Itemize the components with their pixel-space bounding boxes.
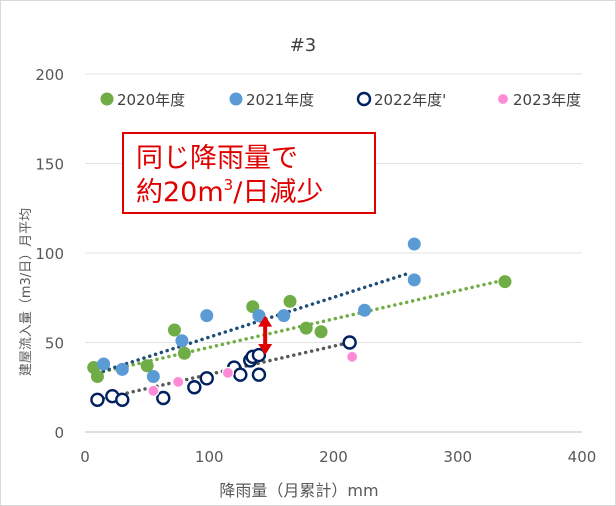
legend: 2020年度 2021年度 2022年度' 2023年度: [100, 91, 581, 109]
data-point: [251, 367, 267, 382]
x-tick-label: 300: [443, 448, 472, 466]
gridlines: [85, 73, 582, 433]
legend-marker: [100, 92, 114, 106]
data-point: [342, 335, 357, 350]
data-point: [115, 392, 130, 407]
data-point: [251, 347, 267, 363]
y-tick-label: 200: [35, 66, 64, 84]
x-tick-label: 0: [80, 448, 90, 466]
data-point: [283, 294, 297, 308]
data-point: [90, 392, 105, 407]
data-points: [87, 237, 512, 407]
data-point: [175, 334, 189, 348]
legend-marker: [356, 91, 372, 107]
legend-marker: [496, 92, 510, 106]
data-point: [407, 273, 421, 287]
data-point: [177, 346, 191, 360]
data-point: [140, 359, 154, 373]
data-point: [147, 384, 160, 397]
x-tick-label: 200: [319, 448, 348, 466]
data-point: [200, 309, 214, 323]
y-tick-label: 150: [35, 156, 64, 174]
x-axis-label: 降雨量（月累計）mm: [219, 481, 378, 500]
annotation-callout: 同じ降雨量で 約20m3/日減少: [122, 132, 376, 214]
legend-label: 2021年度: [246, 91, 314, 109]
data-point: [407, 237, 421, 251]
data-point: [156, 390, 171, 406]
data-point: [277, 309, 291, 323]
arrow-head-down: [258, 344, 273, 356]
data-point: [115, 362, 129, 376]
legend-marker: [229, 92, 243, 106]
data-point: [346, 350, 359, 363]
data-point: [358, 303, 372, 317]
legend-label: 2020年度: [117, 91, 185, 109]
y-axis-label: 建屋流入量（m3/日）月平均: [19, 208, 34, 376]
legend-label: 2023年度: [513, 91, 581, 109]
chart-title: #3: [290, 35, 317, 56]
data-point: [146, 370, 160, 384]
data-point: [97, 357, 111, 371]
data-point: [172, 375, 185, 388]
annotation-line-2: 約20m3/日減少: [136, 176, 324, 208]
data-point: [199, 371, 214, 386]
x-tick-label: 100: [195, 448, 224, 466]
data-point: [314, 325, 328, 339]
annotation-line-1: 同じ降雨量で: [136, 143, 298, 174]
data-point: [221, 366, 234, 380]
trendlines: [95, 270, 507, 402]
y-tick-label: 50: [45, 335, 64, 353]
data-point: [233, 367, 248, 382]
data-point: [90, 370, 104, 384]
x-tick-label: 400: [568, 448, 597, 466]
reduction-arrow: [258, 315, 273, 356]
data-point: [498, 275, 512, 289]
data-point: [187, 380, 202, 395]
y-tick-label: 100: [35, 245, 64, 263]
data-point: [167, 323, 181, 337]
data-point: [252, 309, 266, 323]
trendline: [95, 270, 413, 375]
tick-labels: 0 50 100 150 200 0 100 200 300 400: [35, 66, 596, 466]
legend-label: 2022年度': [374, 91, 446, 109]
data-point: [299, 321, 313, 335]
y-tick-label: 0: [54, 424, 64, 442]
arrow-head-up: [258, 315, 273, 327]
